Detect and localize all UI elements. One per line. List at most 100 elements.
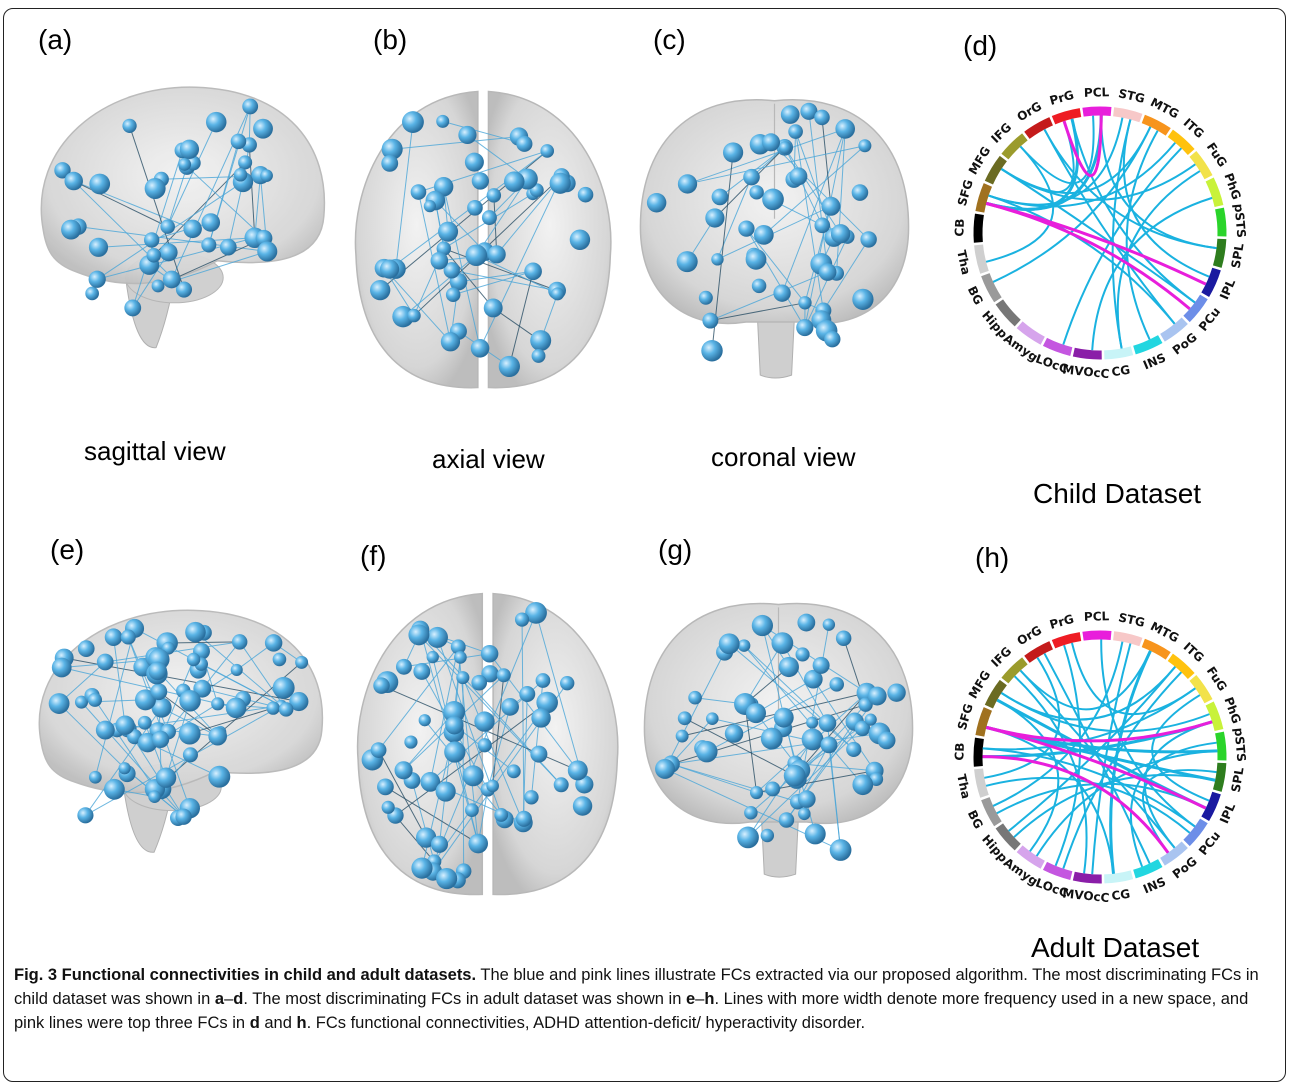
fc-links-blue	[985, 115, 1217, 351]
brain-node	[146, 248, 162, 263]
brain-node	[804, 823, 826, 845]
caption-text-3: . Lines with more width denote more freq…	[14, 990, 1249, 1032]
chord-label-ipl: IPL	[1217, 801, 1238, 826]
brain-node	[443, 262, 460, 279]
brain-hemisphere-right	[492, 592, 619, 896]
fc-link	[1109, 650, 1152, 874]
brain-node	[115, 715, 135, 735]
brain-node	[887, 683, 906, 702]
brain-node	[443, 701, 466, 723]
chord-arc-stg	[1112, 631, 1143, 647]
brain-node	[753, 224, 774, 245]
brain-node	[418, 714, 431, 727]
brain-node	[795, 647, 810, 662]
brain-node	[812, 656, 830, 674]
chord-arc-cb	[973, 213, 984, 243]
brain-node	[381, 138, 403, 160]
brain-node	[450, 639, 466, 655]
chord-arc-ipl	[1201, 791, 1221, 822]
brain-node	[104, 628, 123, 646]
chord-arc-psts	[1215, 207, 1227, 237]
fc-links-blue	[982, 639, 1218, 875]
brain-node	[186, 652, 201, 667]
brain-node	[525, 602, 547, 624]
caption-dash-2: –	[695, 990, 705, 1008]
brain-node	[858, 139, 872, 153]
brain-node	[426, 650, 439, 664]
brain-node	[696, 740, 718, 763]
fc-link	[1062, 671, 1183, 869]
chord-label-spl: SPL	[1229, 242, 1247, 269]
chord-label-locc: LOcC	[1034, 876, 1070, 901]
chord-label-psts: pSTS	[1232, 727, 1249, 762]
brain-node	[238, 155, 253, 170]
brain-node	[148, 661, 167, 681]
brain-node	[746, 703, 767, 724]
brain-node	[676, 251, 698, 273]
brain-node	[48, 693, 70, 714]
chord-arc-phg	[1205, 701, 1224, 732]
brain-node	[698, 290, 713, 305]
chord-arc-cg	[1103, 870, 1134, 884]
chord-arc-spl	[1212, 238, 1227, 268]
brain-node	[426, 626, 448, 648]
chord-arc-sfg	[975, 183, 993, 213]
chord-label-itg: ITG	[1181, 116, 1207, 141]
brain-node	[407, 308, 421, 323]
brain-node	[760, 828, 775, 843]
brain-node	[88, 270, 106, 288]
brain-node	[477, 738, 492, 753]
chord-arc-org	[1024, 117, 1054, 139]
brain-node	[260, 169, 273, 182]
chord-arc-fug	[1189, 151, 1213, 180]
brain-node	[515, 810, 532, 827]
brain-node	[233, 168, 248, 182]
brain-node	[436, 867, 458, 890]
brain-node	[151, 697, 172, 718]
chord-arc-locc	[1042, 337, 1073, 356]
brain-node	[788, 124, 803, 139]
brain-node	[438, 221, 459, 242]
caption-ref-4: h	[704, 990, 715, 1008]
brain-node	[780, 105, 800, 124]
chord-label-sfg: SFG	[955, 178, 976, 208]
brain-node	[468, 833, 489, 854]
brain-node	[160, 219, 175, 234]
chord-label-ins: INS	[1141, 350, 1168, 372]
brain-node	[783, 764, 806, 787]
brain-node	[175, 281, 193, 298]
brain-node	[465, 803, 479, 818]
chord-arc-amyg	[1016, 845, 1045, 869]
brain-node	[860, 231, 877, 248]
dataset-label-child: Child Dataset	[1033, 478, 1202, 509]
brain-node	[89, 173, 111, 195]
brain-node	[501, 697, 519, 716]
brain-node	[219, 238, 237, 256]
brain-node	[818, 714, 837, 732]
brain-nodes	[361, 602, 594, 890]
fc-link	[1116, 170, 1201, 349]
caption-ref-2: d	[233, 990, 244, 1008]
brain-node	[175, 808, 192, 825]
chord-arc-pcu	[1183, 294, 1208, 323]
brain-node	[496, 668, 511, 683]
chord-label-cb: CB	[952, 742, 967, 760]
brain-node	[569, 229, 591, 250]
chord-label-ipl: IPL	[1217, 277, 1238, 302]
brain-node	[137, 715, 152, 730]
panel-label-e: (e)	[50, 534, 85, 565]
brain-node	[453, 650, 467, 664]
chord-label-org: OrG	[1015, 623, 1044, 648]
fc-link	[1111, 119, 1132, 349]
brain-node	[445, 287, 461, 303]
brain-nodes	[54, 98, 278, 317]
chord-region-arcs	[973, 106, 1227, 360]
chord-arc-phg	[1205, 177, 1224, 208]
brain-node	[798, 790, 816, 808]
brain-node	[535, 673, 551, 688]
brain-node	[536, 691, 558, 714]
chord-label-org: OrG	[1015, 99, 1044, 124]
brain-node	[143, 232, 160, 248]
brain-node	[745, 248, 767, 270]
brain-node	[646, 192, 667, 213]
